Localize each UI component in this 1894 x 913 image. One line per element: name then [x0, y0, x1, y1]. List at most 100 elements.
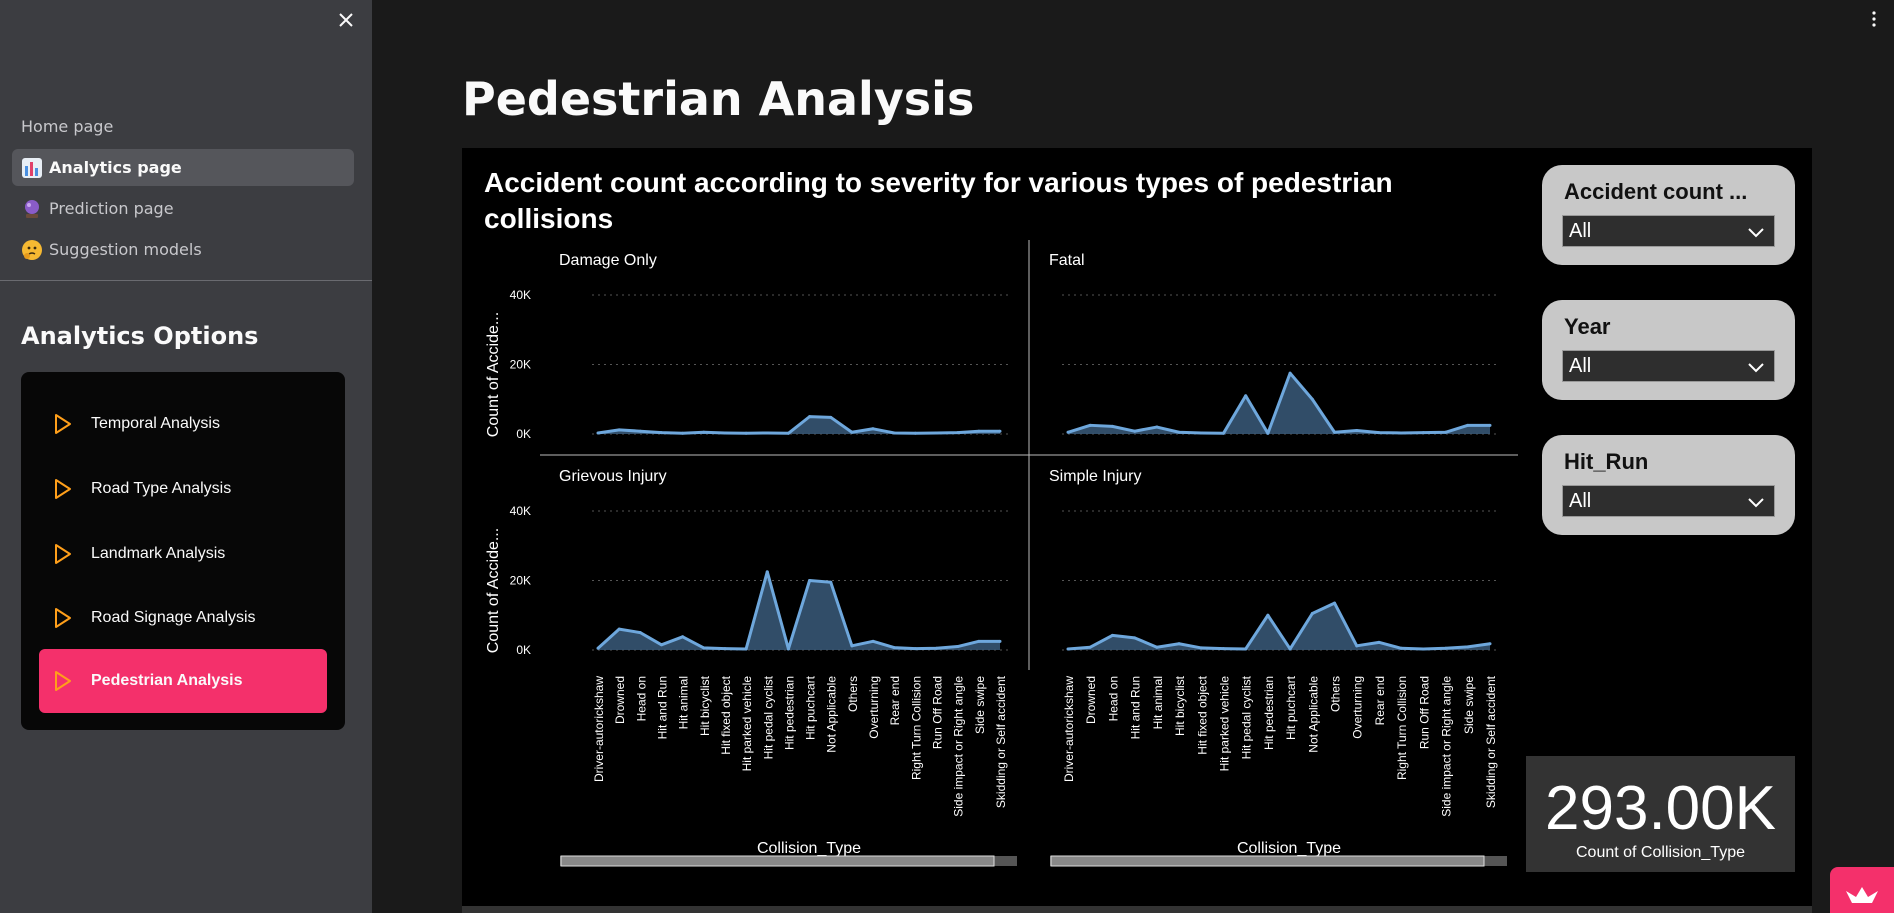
page-title: Pedestrian Analysis — [462, 72, 975, 126]
close-icon — [339, 13, 353, 27]
x-tick-label: Right Turn Collision — [909, 676, 923, 780]
series-area — [598, 571, 1000, 650]
sidebar-divider — [0, 280, 372, 281]
nav-item-label: Prediction page — [49, 199, 174, 218]
nav-item-analytics[interactable]: Analytics page — [12, 149, 354, 186]
option-road-signage-analysis[interactable]: Road Signage Analysis — [39, 590, 327, 646]
data-point — [1333, 601, 1337, 605]
close-sidebar-button[interactable] — [334, 8, 358, 32]
option-label: Road Type Analysis — [91, 480, 232, 497]
y-tick-label: 0K — [516, 427, 531, 441]
dashboard-bottom-bar — [462, 906, 1812, 913]
x-tick-label: Rear end — [1373, 676, 1387, 725]
kpi-value: 293.00K — [1545, 774, 1776, 843]
data-point — [829, 580, 833, 584]
data-point — [956, 431, 960, 435]
filter-year: Year All — [1542, 300, 1795, 400]
main-menu-button[interactable] — [1870, 10, 1878, 30]
x-tick-label: Side impact or Right angle — [952, 676, 966, 817]
play-icon — [55, 671, 71, 691]
x-tick-label: Hit pedal cyclist — [1240, 675, 1254, 759]
data-point — [1155, 645, 1159, 649]
data-point — [1221, 431, 1225, 435]
data-point — [1266, 431, 1270, 435]
chevron-down-icon — [1748, 498, 1764, 508]
nav-item-prediction[interactable]: Prediction page — [12, 190, 354, 227]
panel-title: Fatal — [1049, 252, 1085, 269]
x-tick-label: Overturning — [867, 676, 881, 739]
kpi-label: Count of Collision_Type — [1576, 844, 1745, 861]
option-label: Temporal Analysis — [91, 415, 220, 432]
data-point — [892, 646, 896, 650]
x-tick-label: Right Turn Collision — [1395, 676, 1409, 780]
x-tick-label: Skidding or Self accident — [994, 675, 1008, 808]
hit-run-select[interactable]: All — [1562, 485, 1775, 517]
data-point — [1177, 642, 1181, 646]
option-road-type-analysis[interactable]: Road Type Analysis — [39, 461, 327, 517]
x-tick-label: Hit bicyclist — [1173, 675, 1187, 736]
x-tick-label: Hit pedal cyclist — [761, 675, 775, 759]
data-point — [786, 647, 790, 651]
play-icon — [55, 608, 71, 628]
data-point — [1399, 646, 1403, 650]
sidebar: Home page Analytics page Prediction page… — [0, 0, 372, 913]
filter-label: Accident count ... — [1564, 179, 1748, 204]
data-point — [892, 431, 896, 435]
x-tick-label: Overturning — [1351, 676, 1365, 739]
x-tick-label: Not Applicable — [825, 676, 839, 753]
accident-count-select[interactable]: All — [1562, 215, 1775, 247]
data-point — [808, 579, 812, 582]
x-tick-label: Hit animal — [1151, 676, 1165, 729]
data-point — [1444, 646, 1448, 650]
data-point — [977, 639, 981, 643]
panel-title: Grievous Injury — [559, 468, 667, 485]
data-point — [1221, 647, 1225, 651]
data-point — [1444, 430, 1448, 434]
chart-scrollbar-thumb[interactable] — [1050, 855, 1485, 867]
data-point — [850, 430, 854, 434]
nav-item-suggestion[interactable]: Suggestion models — [12, 231, 354, 268]
option-label: Landmark Analysis — [91, 545, 226, 562]
x-tick-label: Drowned — [1084, 676, 1098, 724]
option-pedestrian-analysis[interactable]: Pedestrian Analysis — [39, 649, 327, 713]
filter-label: Hit_Run — [1564, 449, 1649, 474]
year-select[interactable]: All — [1562, 350, 1775, 382]
x-tick-label: Hit animal — [677, 676, 691, 729]
data-point — [702, 646, 706, 650]
nav-item-label: Suggestion models — [49, 240, 202, 259]
x-tick-label: Hit parked vehicle — [740, 676, 754, 772]
y-axis-label: Count of Accide... — [485, 528, 502, 653]
streamlit-badge[interactable] — [1830, 867, 1894, 913]
data-point — [1110, 633, 1114, 637]
data-point — [1288, 647, 1292, 651]
data-point — [1488, 642, 1492, 646]
x-tick-label: Drowned — [613, 676, 627, 724]
x-tick-label: Head on — [634, 676, 648, 721]
option-landmark-analysis[interactable]: Landmark Analysis — [39, 526, 327, 582]
chart-scrollbar-thumb[interactable] — [560, 855, 995, 867]
data-point — [1377, 431, 1381, 435]
data-point — [998, 429, 1002, 433]
nav-item-label: Analytics page — [49, 158, 182, 177]
data-point — [1466, 423, 1470, 427]
x-tick-label: Hit and Run — [655, 676, 669, 739]
data-point — [1421, 647, 1425, 651]
data-point — [1355, 644, 1359, 648]
data-point — [913, 431, 917, 435]
data-point — [998, 639, 1002, 643]
data-point — [659, 643, 663, 647]
data-point — [596, 646, 600, 650]
select-value: All — [1569, 354, 1592, 377]
data-point — [1133, 429, 1137, 433]
nav-item-home[interactable]: Home page — [12, 108, 354, 145]
x-tick-label: Hit puchcart — [804, 675, 818, 740]
x-tick-label: Side swipe — [973, 676, 987, 734]
nav-item-label: Home page — [21, 117, 114, 136]
data-point — [808, 415, 812, 419]
filter-label: Year — [1564, 314, 1611, 339]
x-tick-label: Not Applicable — [1306, 676, 1320, 753]
data-point — [956, 645, 960, 649]
option-temporal-analysis[interactable]: Temporal Analysis — [39, 396, 327, 452]
play-icon — [55, 544, 71, 564]
x-tick-label: Run Off Road — [1417, 676, 1431, 749]
